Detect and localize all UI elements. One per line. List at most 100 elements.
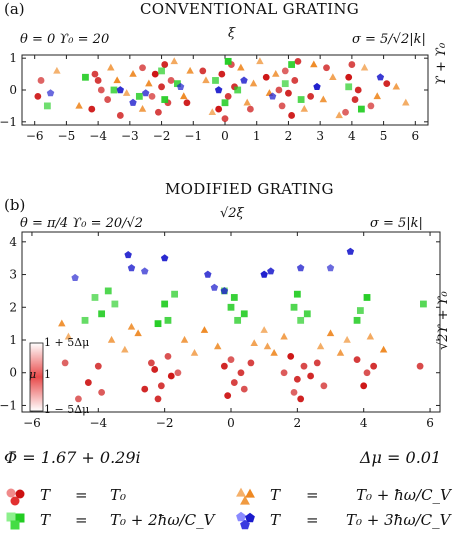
chart-a-point-circle: [97, 86, 105, 94]
panel-b-xlabel: √2ξ: [220, 206, 244, 221]
chart-a-point-square: [221, 99, 229, 107]
chart-a-point-circle: [291, 77, 299, 84]
chart-b-ytick-label: 3: [9, 268, 17, 282]
legend-pentagon-marker: [245, 512, 255, 523]
chart-a-point-circle: [158, 83, 165, 91]
chart-b-point-circle: [154, 395, 162, 403]
chart-a-point-circle: [351, 96, 359, 103]
chart-a-point-triangle: [335, 111, 343, 119]
chart-b-point-square: [297, 316, 305, 324]
chart-a-point-pentagon: [116, 86, 124, 94]
chart-b-point-pentagon: [260, 270, 268, 278]
chart-a-point-circle: [161, 61, 169, 68]
chart-a-point-circle: [307, 92, 315, 100]
chart-a-xtick-label: 3: [316, 129, 324, 143]
chart-b-point-triangle: [366, 332, 375, 340]
panel-a-params-right: σ = 5/√2|k|: [352, 32, 426, 47]
chart-b-point-circle: [224, 392, 232, 400]
legend-3-eq: =: [306, 511, 319, 529]
chart-a-point-pentagon: [376, 73, 385, 81]
chart-a-point-triangle: [329, 73, 337, 80]
chart-a-xtick-label: −2: [153, 129, 171, 143]
legend-circle-marker: [10, 496, 20, 506]
chart-b-xtick-label: −6: [23, 416, 41, 430]
chart-a-point-triangle: [392, 82, 401, 90]
chart-b-point-circle: [147, 359, 155, 367]
chart-a-point-square: [297, 96, 305, 103]
chart-a-xtick-label: 1: [253, 129, 261, 143]
legend-1-lhs: T: [270, 486, 281, 504]
chart-a-point-triangle: [129, 70, 137, 77]
chart-b-ytick-label: −1: [0, 398, 17, 412]
chart-b-point-circle: [287, 352, 295, 360]
chart-a-xtick-label: 6: [411, 129, 419, 143]
dmu-label: Δμ = 0.01: [360, 448, 442, 467]
chart-a-point-circle: [221, 115, 229, 123]
chart-a-point-square: [357, 105, 365, 113]
chart-a-point-square: [288, 61, 296, 68]
chart-b-point-circle: [227, 356, 235, 364]
chart-a-point-triangle: [319, 95, 328, 103]
chart-b-point-circle: [141, 385, 149, 393]
chart-b-point-circle: [290, 388, 298, 396]
chart-a-point-circle: [354, 86, 362, 94]
chart-a-point-triangle: [373, 92, 381, 100]
legend-triangle-marker: [240, 495, 250, 505]
chart-a-xtick-label: 5: [380, 129, 388, 143]
legend-0-rhs: T₀: [110, 486, 127, 504]
panel-b-params-right: σ = 5|k|: [370, 216, 423, 231]
chart-b-point-circle: [220, 362, 228, 370]
chart-a-point-triangle: [310, 60, 318, 68]
chart-b-xtick-label: 0: [227, 416, 235, 430]
legend-2-rhs: T₀ + 2ħω/C_V: [110, 511, 215, 529]
chart-b-point-square: [98, 310, 106, 318]
chart-b-point-square: [164, 316, 172, 324]
chart-a-ytick-label: 0: [9, 83, 17, 97]
colorbar-mid-value: 1: [44, 368, 51, 381]
chart-a-point-triangle: [75, 101, 83, 109]
chart-b-point-circle: [353, 356, 361, 364]
chart-b-point-square: [111, 300, 119, 308]
legend-3-rhs: T₀ + 3ħω/C_V: [346, 511, 451, 529]
chart-b-point-triangle: [260, 326, 268, 333]
chart-b-point-triangle: [64, 332, 73, 340]
legend-2-eq: =: [75, 511, 88, 529]
chart-a-point-square: [174, 80, 181, 88]
legend-triangle-marker: [245, 488, 255, 498]
panel-b-label: (b): [4, 196, 26, 214]
panel-b-params-left: θ = π/4 ϒ₀ = 20/√2: [20, 216, 144, 231]
panel-a-title: CONVENTIONAL GRATING: [140, 0, 360, 18]
legend-pentagon-marker: [240, 519, 250, 530]
chart-a-point-circle: [183, 99, 191, 107]
chart-a-xtick-label: 2: [285, 129, 293, 143]
chart-a-point-pentagon: [142, 89, 150, 97]
chart-a-point-circle: [294, 57, 302, 65]
chart-b-xtick-label: 6: [426, 416, 434, 430]
chart-b-point-pentagon: [326, 264, 335, 272]
chart-b-point-pentagon: [210, 283, 219, 291]
chart-b-point-pentagon: [220, 287, 229, 295]
chart-a-point-triangle: [145, 79, 153, 87]
chart-b-point-circle: [280, 369, 288, 377]
chart-b-point-triangle: [121, 345, 129, 353]
chart-b-point-circle: [240, 385, 248, 393]
chart-b-point-square: [353, 316, 361, 324]
chart-b-point-square: [227, 303, 235, 311]
chart-b-point-square: [420, 300, 427, 308]
chart-a-xtick-label: −3: [121, 129, 139, 143]
chart-a-point-square: [43, 102, 51, 110]
chart-b-point-pentagon: [127, 264, 136, 272]
chart-a-point-triangle: [237, 63, 245, 71]
chart-a-point-circle: [281, 67, 289, 75]
chart-a-point-circle: [154, 108, 162, 116]
chart-b-point-pentagon: [71, 273, 79, 281]
chart-b-point-square: [91, 294, 99, 301]
chart-b-point-triangle: [379, 345, 388, 353]
chart-a-point-circle: [148, 92, 156, 100]
panel-a-xlabel: ξ: [228, 26, 236, 41]
chart-b-ytick-label: 2: [9, 300, 17, 314]
chart-a-point-circle: [275, 86, 283, 94]
legend-square-marker: [6, 512, 16, 522]
chart-a-point-square: [82, 73, 89, 81]
